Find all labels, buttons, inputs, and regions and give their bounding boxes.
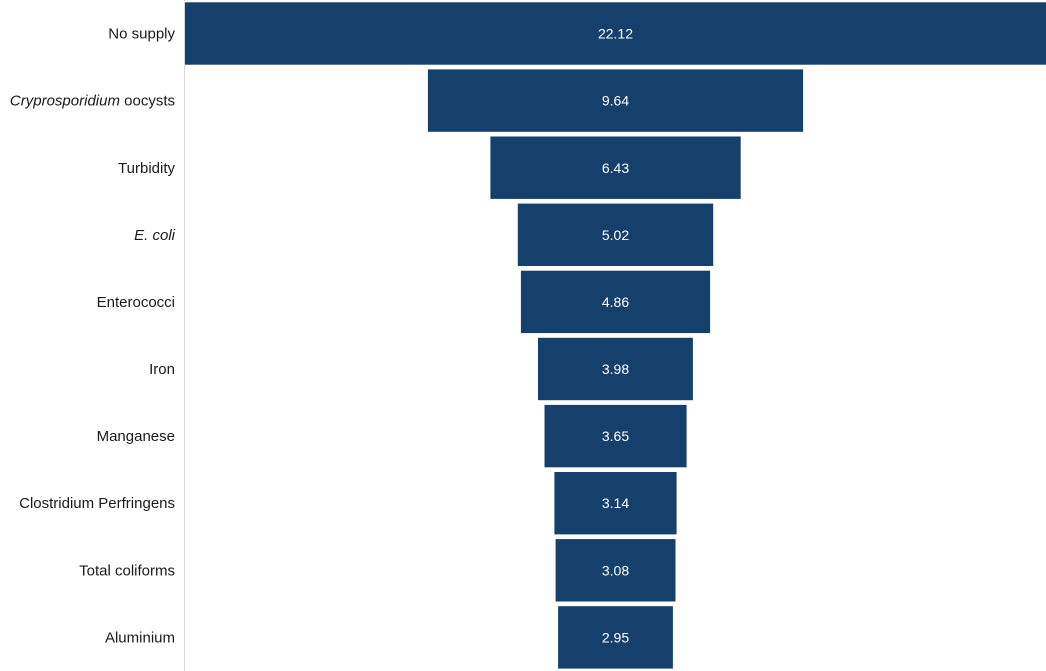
- category-label-group: No supply Cryprosporidium oocysts Turbidit…: [10, 26, 176, 647]
- category-label-text: oocysts: [120, 93, 175, 110]
- category-label-text: Iron: [149, 361, 175, 378]
- category-label: E. coli: [134, 227, 176, 244]
- bar: [520, 270, 711, 334]
- category-label: Enterococci: [97, 294, 175, 311]
- bar: [185, 2, 1046, 65]
- bar: [544, 404, 687, 468]
- value-label: 4.86: [602, 294, 629, 310]
- bar: [538, 337, 693, 401]
- category-label: Total coliforms: [79, 562, 175, 579]
- category-label-italic: Cryprosporidium: [10, 93, 120, 110]
- category-label-italic: E. coli: [134, 227, 176, 244]
- category-label-text: No supply: [108, 26, 175, 43]
- bar: [558, 606, 673, 669]
- category-label: Cryprosporidium oocysts: [10, 93, 175, 110]
- value-label-group: 22.12 9.64 6.43 5.02 4.86 3.98 3.65 3.14 3.08 2.9…: [598, 26, 633, 646]
- category-label: Turbidity: [118, 160, 175, 177]
- value-label: 6.43: [602, 160, 629, 176]
- bar: [427, 69, 804, 132]
- category-label: Manganese: [97, 428, 175, 445]
- bar: [490, 136, 741, 199]
- category-label: Iron: [149, 361, 175, 378]
- value-label: 22.12: [598, 26, 633, 42]
- category-label-text: Total coliforms: [79, 562, 175, 579]
- value-label: 3.65: [602, 428, 629, 444]
- category-label: No supply: [108, 26, 175, 43]
- value-label: 9.64: [602, 93, 629, 109]
- value-label: 3.08: [602, 562, 629, 578]
- bar: [554, 472, 677, 535]
- value-label: 5.02: [602, 227, 629, 243]
- bar: [517, 203, 714, 266]
- category-label-text: Manganese: [97, 428, 175, 445]
- value-label: 3.98: [602, 361, 629, 377]
- bar-group: [185, 2, 1046, 669]
- value-label: 3.14: [602, 495, 629, 511]
- value-label: 2.95: [602, 629, 629, 645]
- category-label-text: Turbidity: [118, 160, 175, 177]
- category-label-text: Enterococci: [97, 294, 175, 311]
- category-label: Aluminium: [105, 629, 175, 646]
- category-label-text: Clostridium Perfringens: [19, 495, 175, 512]
- category-label: Clostridium Perfringens: [19, 495, 175, 512]
- category-label-text: Aluminium: [105, 629, 175, 646]
- bar: [555, 539, 676, 602]
